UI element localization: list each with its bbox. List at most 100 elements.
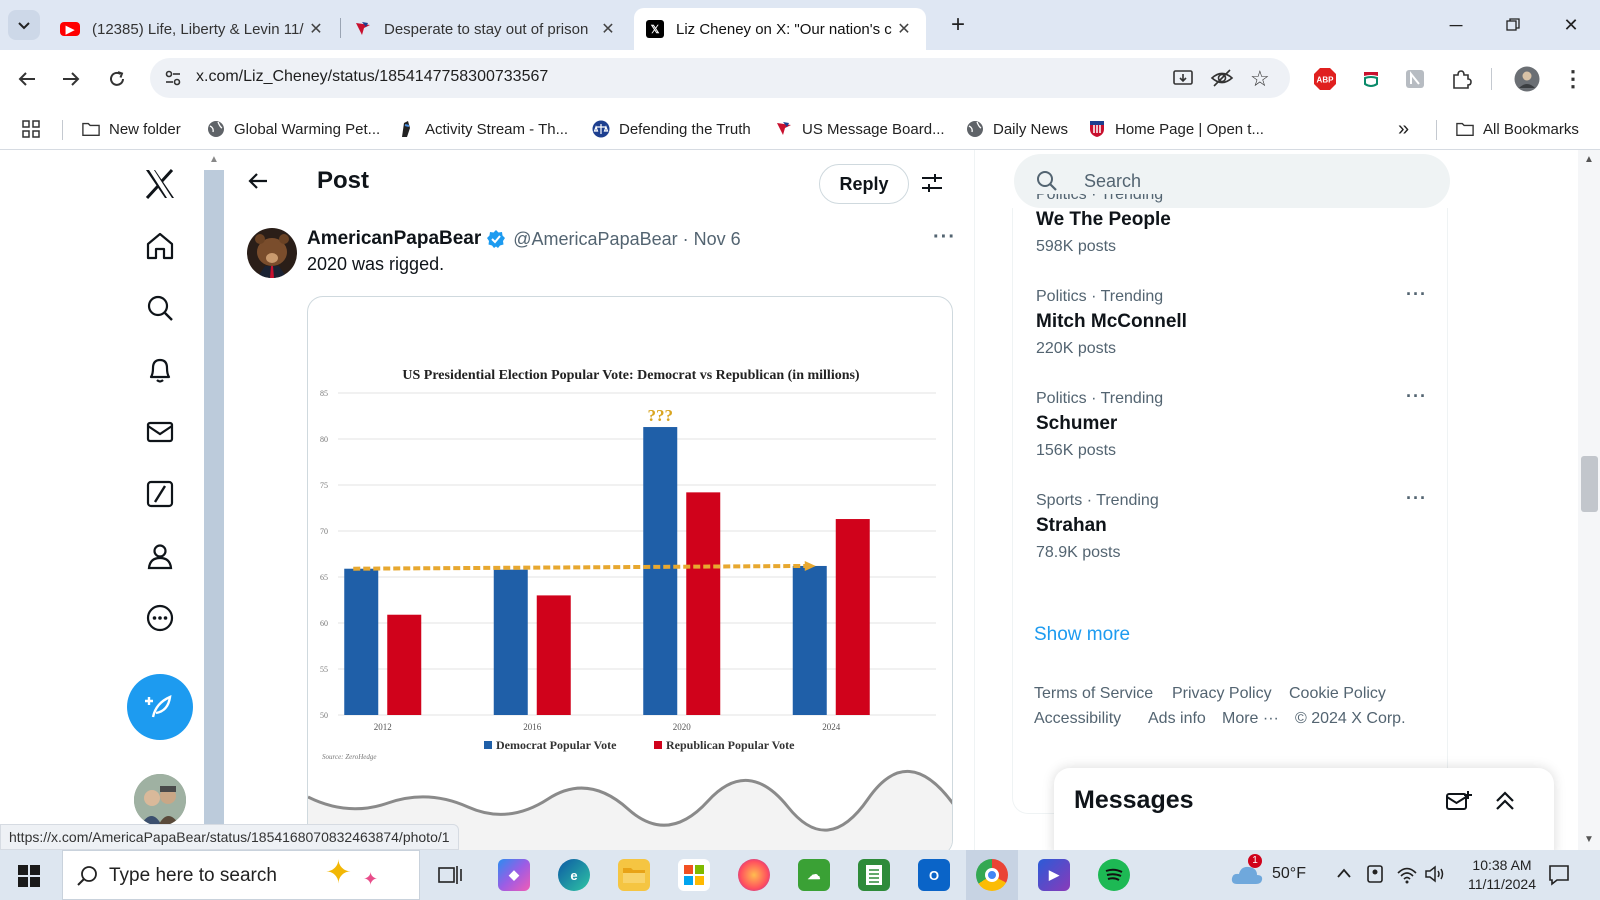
tray-chevron-up-icon[interactable] xyxy=(1336,866,1352,884)
footer-link[interactable]: More ··· xyxy=(1222,710,1279,727)
weather-temp[interactable]: 50°F xyxy=(1272,865,1306,882)
trend-more-icon[interactable]: ··· xyxy=(1406,284,1427,304)
meet-now-icon[interactable] xyxy=(1366,864,1384,889)
reload-icon[interactable] xyxy=(102,64,132,94)
scroll-up-arrow-icon[interactable]: ▲ xyxy=(1584,154,1594,165)
back-arrow-icon[interactable] xyxy=(247,170,269,197)
copilot-icon[interactable]: ◆ xyxy=(498,859,530,891)
windows-start-icon[interactable] xyxy=(18,865,40,892)
trend-item[interactable]: Sports · Trending Strahan 78.9K posts ··· xyxy=(1012,488,1452,592)
close-icon[interactable]: ✕ xyxy=(309,21,323,38)
tab-search-button[interactable] xyxy=(8,10,40,40)
scroll-up-arrow-icon[interactable]: ▲ xyxy=(209,154,219,165)
close-window-icon[interactable]: ✕ xyxy=(1563,15,1579,35)
outlook-icon[interactable]: O xyxy=(918,859,950,891)
tab-youtube[interactable]: ▶ (12385) Life, Liberty & Levin 11/ ✕ xyxy=(48,8,338,50)
eye-off-icon[interactable] xyxy=(1210,67,1234,94)
wifi-icon[interactable] xyxy=(1396,864,1418,889)
profile-icon[interactable] xyxy=(140,536,180,576)
bookmark-daily-news[interactable]: Daily News xyxy=(966,116,1068,142)
trend-item[interactable]: Politics · Trending We The People 598K pos… xyxy=(1012,194,1452,286)
account-avatar[interactable] xyxy=(134,774,186,826)
scroll-down-arrow-icon[interactable]: ▼ xyxy=(1584,834,1594,845)
bookmark-home-page[interactable]: Home Page | Open t... xyxy=(1088,116,1264,142)
spotify-icon[interactable] xyxy=(1098,859,1130,891)
home-icon[interactable] xyxy=(140,226,180,266)
address-bar[interactable]: x.com/Liz_Cheney/status/1854147758300733… xyxy=(150,58,1290,98)
firefox-icon[interactable] xyxy=(738,859,770,891)
spreadsheet-app-icon[interactable] xyxy=(858,859,890,891)
minimize-icon[interactable]: ─ xyxy=(1449,15,1463,35)
tab-message-board[interactable]: Desperate to stay out of prison ✕ xyxy=(342,8,630,50)
post-more-icon[interactable]: ··· xyxy=(933,226,956,248)
compose-post-button[interactable] xyxy=(127,674,193,740)
author-handle[interactable]: @AmericaPapaBear xyxy=(513,228,678,249)
footer-link[interactable]: Cookie Policy xyxy=(1289,685,1386,702)
author-name[interactable]: AmericanPapaBear xyxy=(307,228,482,249)
install-app-icon[interactable] xyxy=(1172,67,1194,94)
x-logo-icon[interactable] xyxy=(140,164,180,204)
close-icon[interactable]: ✕ xyxy=(897,21,911,38)
extension-grey-icon[interactable] xyxy=(1400,64,1430,94)
more-circle-icon[interactable] xyxy=(140,598,180,638)
more-bookmarks-chevron-icon[interactable]: » xyxy=(1398,117,1410,140)
trend-item[interactable]: Politics · Trending Schumer 156K posts ··· xyxy=(1012,386,1452,490)
site-info-icon[interactable] xyxy=(164,69,182,92)
edge-icon[interactable]: e xyxy=(558,859,590,891)
footer-link[interactable]: Accessibility xyxy=(1034,710,1122,727)
messages-drawer[interactable]: Messages xyxy=(1054,768,1554,850)
trend-more-icon[interactable]: ··· xyxy=(1406,386,1427,406)
page-scrollbar[interactable]: ▲ ▼ xyxy=(1578,150,1600,850)
green-cloud-app-icon[interactable]: ☁ xyxy=(798,859,830,891)
star-icon[interactable]: ☆ xyxy=(1250,66,1270,91)
task-view-icon[interactable] xyxy=(438,864,462,891)
post-image-chart[interactable]: US Presidential Election Popular Vote: D… xyxy=(307,296,953,850)
microsoft-store-icon[interactable] xyxy=(678,859,710,891)
profile-avatar[interactable] xyxy=(1512,64,1542,94)
filter-sliders-icon[interactable] xyxy=(921,172,943,199)
bookmark-new-folder[interactable]: New folder xyxy=(82,116,181,142)
search-box[interactable]: Search xyxy=(1014,154,1450,208)
extensions-puzzle-icon[interactable] xyxy=(1446,64,1476,94)
trend-more-icon[interactable]: ··· xyxy=(1406,488,1427,508)
search-icon[interactable] xyxy=(140,288,180,328)
url-text[interactable]: x.com/Liz_Cheney/status/1854147758300733… xyxy=(196,68,549,85)
forward-icon[interactable] xyxy=(56,64,86,94)
trend-item[interactable]: Politics · Trending Mitch McConnell 220K p… xyxy=(1012,284,1452,388)
restore-icon[interactable] xyxy=(1493,10,1533,40)
chrome-icon[interactable] xyxy=(976,859,1008,891)
notification-center-icon[interactable] xyxy=(1548,864,1570,891)
volume-icon[interactable] xyxy=(1424,864,1446,889)
bookmark-us-message-board[interactable]: US Message Board... xyxy=(775,116,945,142)
all-bookmarks[interactable]: All Bookmarks xyxy=(1456,116,1579,142)
bookmark-defending-the-truth[interactable]: Defending the Truth xyxy=(592,116,751,142)
weather-cloud-icon[interactable] xyxy=(1230,860,1264,893)
new-message-icon[interactable] xyxy=(1446,790,1472,819)
close-icon[interactable]: ✕ xyxy=(601,21,615,38)
adblock-icon[interactable]: ABP xyxy=(1310,64,1340,94)
expand-chevrons-icon[interactable] xyxy=(1494,790,1516,817)
author-avatar[interactable] xyxy=(247,228,297,278)
taskbar-search-box[interactable]: Type here to search ✦ ✦ xyxy=(62,850,420,900)
apps-grid-icon[interactable] xyxy=(22,116,40,142)
show-more-link[interactable]: Show more xyxy=(1034,624,1131,645)
post-date[interactable]: Nov 6 xyxy=(693,228,741,249)
tab-x-post[interactable]: 𝕏 Liz Cheney on X: "Our nation's c ✕ xyxy=(634,8,926,50)
footer-link[interactable]: Ads info xyxy=(1148,710,1206,727)
scrollbar-track[interactable] xyxy=(204,170,224,850)
scrollbar-thumb[interactable] xyxy=(1581,456,1598,512)
video-app-icon[interactable]: ▶ xyxy=(1038,859,1070,891)
new-tab-button[interactable]: + xyxy=(950,11,965,38)
trend-more-icon[interactable]: ··· xyxy=(1406,194,1427,203)
clock[interactable]: 10:38 AM 11/11/2024 xyxy=(1454,856,1550,894)
footer-link[interactable]: Privacy Policy xyxy=(1172,685,1272,702)
bookmark-global-warming[interactable]: Global Warming Pet... xyxy=(207,116,380,142)
notifications-bell-icon[interactable] xyxy=(140,350,180,390)
menu-kebab-icon[interactable]: ⋮ xyxy=(1562,66,1584,91)
file-explorer-icon[interactable] xyxy=(618,859,650,891)
bookmark-activity-stream[interactable]: Activity Stream - Th... xyxy=(398,116,568,142)
messages-mail-icon[interactable] xyxy=(140,412,180,452)
footer-link[interactable]: Terms of Service xyxy=(1034,685,1154,702)
back-icon[interactable] xyxy=(12,64,42,94)
extension-shield-icon[interactable] xyxy=(1356,64,1386,94)
